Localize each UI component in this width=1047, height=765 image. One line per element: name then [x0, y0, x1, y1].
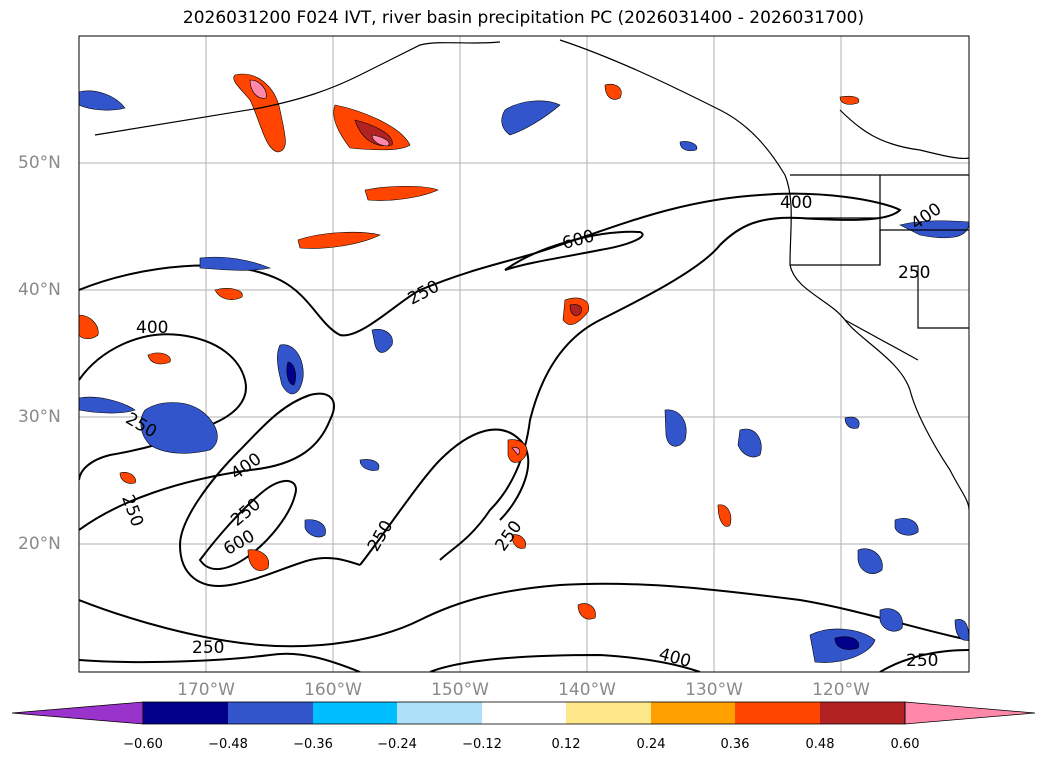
- colorbar-tick-label: 0.12: [551, 737, 581, 752]
- lon-label: 120°W: [812, 680, 870, 700]
- colorbar-tick-label: 0.48: [805, 737, 835, 752]
- colorbar-segment: [228, 702, 313, 724]
- graticule: [79, 36, 969, 672]
- colorbar-extend-max: [904, 701, 1036, 725]
- contour-label: 400: [780, 193, 812, 213]
- lat-label: 20°N: [18, 534, 61, 554]
- contour-label: 250: [898, 263, 930, 283]
- lat-label: 50°N: [18, 153, 61, 173]
- colorbar-tick-label: −0.48: [208, 737, 248, 752]
- colorbar-segment: [397, 702, 482, 724]
- colorbar-segment: [651, 702, 735, 724]
- plot-frame: [78, 35, 970, 673]
- precip-negative: [79, 90, 969, 663]
- colorbar-tick-label: 0.60: [890, 737, 920, 752]
- contour-label: 400: [657, 644, 694, 672]
- colorbar-segment: [566, 702, 651, 724]
- map-title: 2026031200 F024 IVT, river basin precipi…: [182, 8, 865, 28]
- colorbar-tick-label: 0.36: [720, 737, 750, 752]
- contour-label: 400: [227, 449, 265, 484]
- colorbar-tick-label: −0.12: [462, 737, 502, 752]
- lon-label: 130°W: [685, 680, 743, 700]
- colorbar-segment: [482, 702, 566, 724]
- contour-label: 250: [906, 651, 938, 671]
- colorbar-tick-label: −0.60: [123, 737, 163, 752]
- contour-label: 250: [192, 638, 224, 658]
- colorbar-tick-label: −0.36: [293, 737, 333, 752]
- contour-label: 250: [117, 492, 147, 529]
- colorbar-tick-label: −0.24: [377, 737, 417, 752]
- lon-label: 170°W: [177, 680, 235, 700]
- ivt-contours: [79, 192, 969, 672]
- lon-label: 160°W: [304, 680, 362, 700]
- lon-label: 140°W: [558, 680, 616, 700]
- contour-label: 400: [136, 318, 168, 338]
- coastlines: [94, 39, 969, 511]
- contour-label: 250: [364, 517, 398, 555]
- colorbar-segment: [143, 702, 228, 724]
- lat-label: 30°N: [18, 407, 61, 427]
- lon-label: 150°W: [431, 680, 489, 700]
- contour-label: 250: [491, 517, 526, 555]
- contour-label: 250: [405, 277, 443, 310]
- precip-positive: [79, 73, 860, 620]
- colorbar-segment: [313, 702, 397, 724]
- contour-label: 600: [560, 226, 597, 254]
- lat-label: 40°N: [18, 280, 61, 300]
- colorbar-tick-label: 0.24: [636, 737, 666, 752]
- colorbar: [11, 701, 1036, 725]
- colorbar-segment: [820, 702, 905, 724]
- contour-label: 250: [227, 494, 265, 530]
- colorbar-extend-min: [11, 701, 144, 725]
- colorbar-segment: [735, 702, 820, 724]
